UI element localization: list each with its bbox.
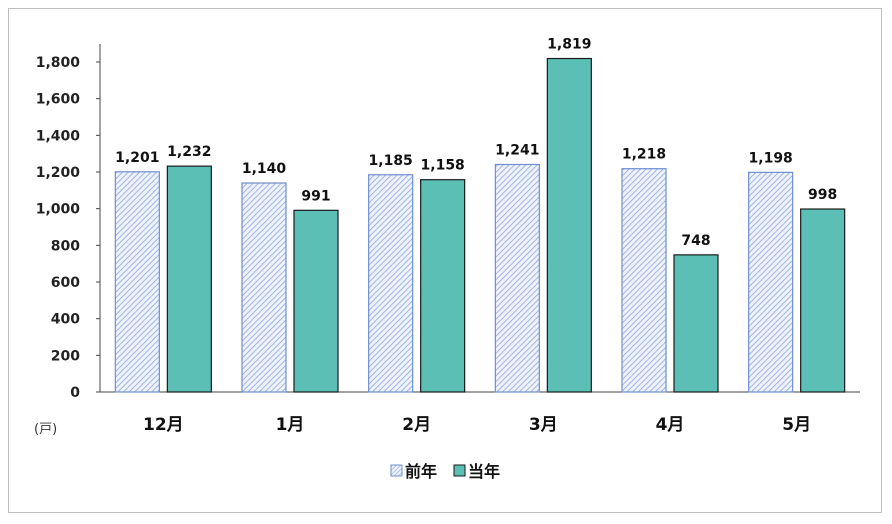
x-category-label: 2月 <box>402 415 431 435</box>
y-tick-label: 1,800 <box>36 55 81 71</box>
legend-swatch-prev <box>390 464 403 477</box>
y-tick-label: 0 <box>70 385 80 401</box>
x-category-label: 3月 <box>529 415 558 435</box>
y-tick-label: 1,400 <box>36 128 81 144</box>
legend-label-curr: 当年 <box>468 462 500 481</box>
legend: 前年 当年 <box>390 462 500 481</box>
bar-current-year <box>546 57 592 393</box>
data-label-current-year: 1,158 <box>421 158 465 174</box>
data-label-current-year: 998 <box>808 187 837 203</box>
legend-swatch-curr <box>453 464 466 477</box>
y-tick-label: 200 <box>51 348 80 364</box>
x-category-label: 4月 <box>656 415 685 435</box>
bar-current-year <box>800 208 846 393</box>
y-tick-label: 1,000 <box>36 202 81 218</box>
data-label-prev-year: 1,218 <box>622 147 666 163</box>
bar-prev-year <box>114 171 160 393</box>
y-tick-label: 800 <box>51 238 80 254</box>
y-tick-label: 1,200 <box>36 165 81 181</box>
bar-prev-year <box>368 174 414 393</box>
data-label-current-year: 1,819 <box>547 37 591 53</box>
bar-current-year <box>673 254 719 393</box>
category-labels: 12月 1月 2月 3月 4月 5月 <box>143 415 811 435</box>
data-label-prev-year: 1,185 <box>369 153 413 169</box>
bar-current-year <box>420 179 466 393</box>
bar-current-year <box>166 165 212 393</box>
x-category-label: 5月 <box>782 415 811 435</box>
y-tick-label: 400 <box>51 312 80 328</box>
bar-prev-year <box>494 163 540 393</box>
data-label-current-year: 991 <box>301 188 330 204</box>
bar-prev-year <box>241 182 287 393</box>
data-labels: 1,201 1,232 1,140 991 1,185 1,158 1,241 1,819 1,… <box>115 37 837 249</box>
bars <box>114 57 846 393</box>
data-label-prev-year: 1,140 <box>242 161 287 177</box>
unit-label: (戸) <box>34 422 57 437</box>
data-label-prev-year: 1,241 <box>495 142 539 158</box>
bar-current-year <box>293 209 339 393</box>
data-label-current-year: 1,232 <box>167 144 211 160</box>
bar-prev-year <box>621 168 667 393</box>
y-tick-label: 600 <box>51 275 80 291</box>
x-category-label: 12月 <box>143 415 184 435</box>
x-category-label: 1月 <box>276 415 305 435</box>
bar-prev-year <box>748 171 794 393</box>
legend-label-prev: 前年 <box>405 462 437 481</box>
y-tick-label: 1,600 <box>36 92 81 108</box>
y-axis: 0 200 400 600 800 1,000 1,200 1,400 1,600 1,800 <box>36 44 860 401</box>
data-label-current-year: 748 <box>681 233 710 249</box>
data-label-prev-year: 1,201 <box>115 150 159 166</box>
data-label-prev-year: 1,198 <box>749 150 793 166</box>
